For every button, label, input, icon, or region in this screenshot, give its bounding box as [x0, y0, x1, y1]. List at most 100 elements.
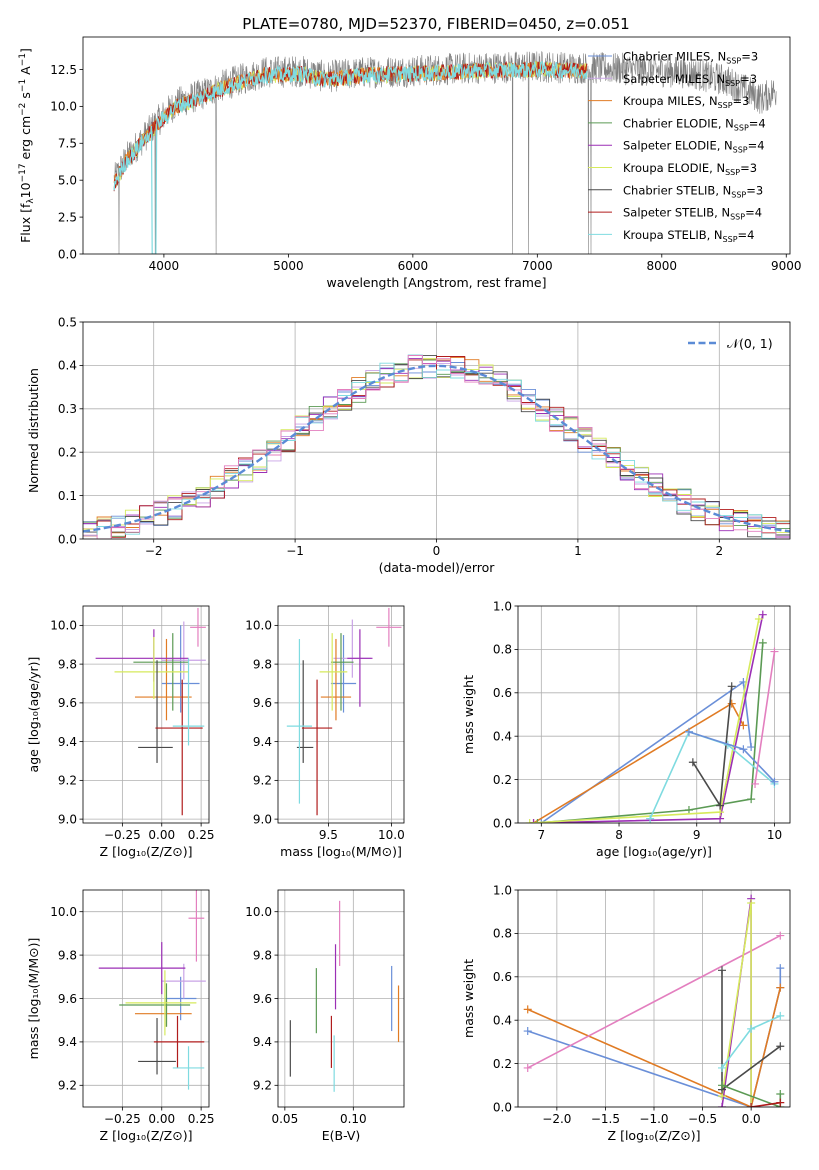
y-tick-label: 9.4: [253, 735, 272, 749]
weight-marker: [747, 1024, 756, 1033]
y-axis-label-part: 10: [18, 182, 33, 198]
y-tick-label: 9.6: [253, 696, 272, 710]
x-tick-label: 0: [433, 544, 441, 558]
weight-marker: [739, 745, 748, 754]
y-tick-label: 0.0: [58, 532, 77, 546]
plot-area: [98, 890, 206, 1090]
y-tick-label: 0.2: [493, 1057, 512, 1071]
legend-label: Salpeter MILES, NSSP=3: [623, 72, 757, 88]
weight-marker: [727, 699, 736, 708]
weight-marker: [727, 682, 736, 691]
weight-marker: [754, 615, 763, 624]
y-tick-label: 0.4: [493, 1014, 512, 1028]
plot-area: [525, 610, 779, 823]
x-tick-label: 8: [615, 828, 623, 842]
x-tick-label: 5000: [273, 259, 304, 273]
y-tick-label: 9.2: [253, 774, 272, 788]
x-axis-label: Z [log₁₀(Z/Z⊙)]: [100, 844, 193, 859]
y-axis-label: mass weight: [461, 675, 476, 754]
weight-marker: [758, 610, 767, 619]
y-axis-label-part: A: [18, 66, 33, 79]
chart-age-vs-Z: −0.25 0.00 0.25 9.0 9.2 9.4 9.6 9.8 10.0 Z [log₁₀…: [26, 605, 214, 859]
weight-line-pink: [754, 651, 776, 785]
weight-marker: [747, 795, 756, 804]
y-tick-label: 9.0: [58, 812, 77, 826]
y-tick-label: 0.0: [493, 1100, 512, 1114]
y-tick-label: 10.0: [245, 905, 272, 919]
weight-line-salpeter-stelib: [750, 1101, 781, 1107]
x-tick-label: 0.05: [271, 1112, 298, 1126]
x-tick-label: 8000: [647, 259, 678, 273]
x-tick-label: 0.00: [148, 1112, 175, 1126]
x-tick-label: 10.0: [378, 828, 405, 842]
chart-mass-vs-Z: −0.25 0.00 0.25 9.2 9.4 9.6 9.8 10.0 Z [log₁₀(Z/…: [26, 889, 214, 1143]
x-tick-label: 9.5: [319, 828, 338, 842]
y-axis-label: mass weight: [461, 959, 476, 1038]
legend-label: Chabrier MILES, NSSP=3: [623, 50, 758, 66]
weight-marker: [770, 777, 779, 786]
y-tick-label: 9.2: [253, 1079, 272, 1093]
legend-label-text: Kroupa STELIB, N: [623, 228, 723, 242]
legend-label-text: Salpeter STELIB, N: [623, 206, 730, 220]
weight-marker: [646, 814, 655, 823]
y-tick-label: 0.4: [58, 359, 77, 373]
histogram-step-kroupa-stelib: [83, 354, 790, 539]
x-tick-label: 10: [767, 828, 782, 842]
y-tick-label: 9.8: [253, 948, 272, 962]
axes-frame: [517, 605, 791, 824]
model-spectrum-kroupa-stelib: [113, 60, 588, 254]
weight-line-chabrier-elodie: [537, 642, 764, 823]
legend-label-subscript: SSP: [725, 168, 740, 177]
legend-label-subscript: SSP: [718, 101, 733, 110]
legend: Chabrier MILES, NSSP=3 Salpeter MILES, NS…: [588, 50, 766, 244]
weight-marker: [684, 805, 693, 814]
weight-marker: [523, 1005, 532, 1014]
legend-label-text: Chabrier ELODIE, N: [623, 116, 734, 130]
x-tick-label: −0.5: [688, 1112, 717, 1126]
legend-label: Chabrier STELIB, NSSP=3: [623, 183, 763, 199]
y-tick-label: 0.5: [58, 315, 77, 329]
weight-line-kroupa-miles: [533, 702, 745, 823]
weight-marker: [776, 964, 785, 973]
legend-label-text: Chabrier STELIB, N: [623, 183, 731, 197]
plot-area: [113, 50, 777, 254]
y-tick-label: 0.3: [58, 402, 77, 416]
y-axis-label-part: −2: [18, 103, 28, 116]
x-tick-label: 7000: [522, 259, 553, 273]
y-axis-label: mass [log₁₀(M/M⊙)]: [26, 938, 41, 1060]
x-tick-label: 9000: [771, 259, 802, 273]
plot-area: [83, 354, 790, 539]
legend-label-suffix: =4: [745, 206, 762, 220]
x-tick-label: 0.00: [148, 828, 175, 842]
plot-area: [95, 607, 206, 816]
x-tick-label: 0.0: [742, 1112, 761, 1126]
y-axis-label-part: −1: [18, 79, 28, 92]
axes-frame: [82, 605, 210, 824]
chart-spectrum: 4000 5000 6000 7000 8000 9000 0.0 2.5 5.0 7.5 10.0…: [18, 36, 802, 290]
y-tick-label: 9.0: [253, 812, 272, 826]
weight-marker: [718, 1081, 726, 1090]
y-tick-label: 9.8: [58, 657, 77, 671]
y-tick-label: 0.6: [493, 686, 512, 700]
weight-marker: [739, 721, 748, 730]
legend-label: 𝒩(0, 1): [727, 336, 773, 351]
legend-label: Kroupa MILES, NSSP=3: [623, 94, 749, 110]
legend-label: Kroupa STELIB, NSSP=4: [623, 228, 754, 244]
legend-label-text: Kroupa ELODIE, N: [623, 161, 725, 175]
plot-area: [286, 607, 402, 816]
y-tick-label: 10.0: [50, 905, 77, 919]
x-tick-label: 7: [537, 828, 545, 842]
y-axis-label-part: erg cm: [18, 116, 33, 164]
legend-label-suffix: =3: [740, 161, 757, 175]
y-tick-label: 5.0: [58, 173, 77, 187]
y-tick-label: 9.4: [58, 1035, 77, 1049]
y-tick-label: 10.0: [50, 100, 77, 114]
legend-label: Salpeter STELIB, NSSP=4: [623, 206, 762, 222]
y-tick-label: 7.5: [58, 137, 77, 151]
chart-weight-vs-age: 7 8 9 10 0.0 0.2 0.4 0.6 0.8 1.0 age [log₁₀(age/yr…: [461, 599, 791, 859]
y-tick-label: 9.6: [58, 992, 77, 1006]
legend-label-subscript: SSP: [731, 190, 746, 199]
figure-title: PLATE=0780, MJD=52370, FIBERID=0450, z=0…: [242, 15, 629, 33]
weight-line-chabrier-elodie: [721, 1084, 782, 1107]
